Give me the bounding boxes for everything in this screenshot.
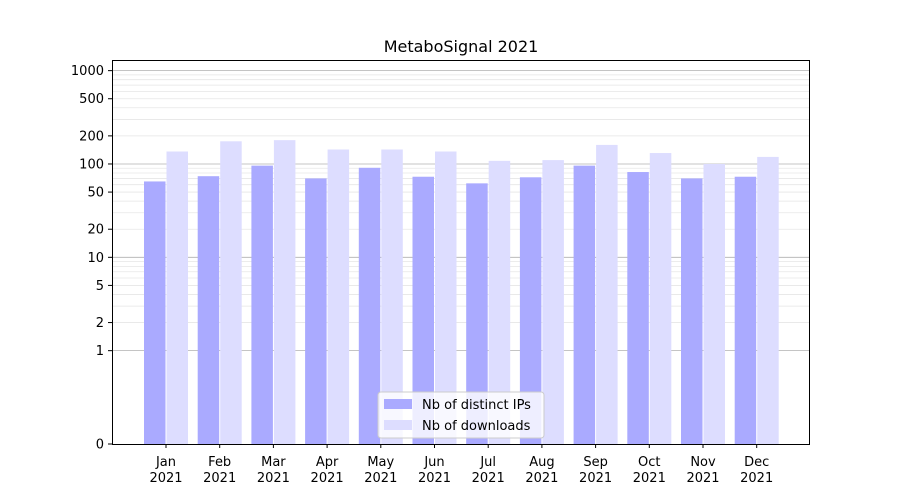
x-tick-label-month: Jul [479,455,496,470]
x-tick-label-year: 2021 [257,471,290,486]
x-tick-label-year: 2021 [472,471,505,486]
legend-label: Nb of downloads [422,419,531,434]
bar-ips [305,178,327,444]
x-tick-label-year: 2021 [364,471,397,486]
x-tick-label-month: Sep [583,455,608,470]
bar-downloads [488,160,511,445]
bar-downloads [757,156,779,445]
x-tick-label-year: 2021 [418,471,451,486]
bar-ips [412,176,434,444]
x-tick-label-year: 2021 [203,471,236,486]
bar-downloads [542,160,564,445]
x-tick-label-year: 2021 [633,471,666,486]
y-tick-label: 10 [87,251,104,266]
legend-swatch [384,420,412,430]
bar-ips [358,167,381,445]
y-tick-label: 500 [79,92,104,107]
legend-label: Nb of distinct IPs [422,398,531,413]
bar-ips [627,172,649,444]
bar-ips [251,165,273,444]
y-tick-label: 50 [87,186,104,201]
y-tick-label: 200 [79,129,104,144]
x-tick-label-month: Aug [529,455,554,470]
x-tick-label-month: Jan [155,455,176,470]
bar-downloads [703,163,725,445]
bar-ips [573,165,596,444]
legend-swatch [384,399,412,409]
bar-downloads [327,149,350,444]
x-tick-label-year: 2021 [149,471,182,486]
x-tick-label-year: 2021 [740,471,773,486]
bar-ips [466,183,488,444]
bar-ips [681,178,703,444]
x-tick-label-month: Dec [744,455,769,470]
y-tick-label: 2 [96,316,104,331]
bar-downloads [596,144,618,444]
x-tick-label-year: 2021 [525,471,558,486]
bar-downloads [166,151,188,444]
bars [144,140,779,445]
bar-downloads [220,141,242,444]
y-tick-label: 1 [96,344,104,359]
bar-downloads [273,140,296,444]
x-tick-label-year: 2021 [579,471,612,486]
x-tick-label-year: 2021 [311,471,344,486]
bar-downloads [649,153,672,445]
x-tick-label-month: Oct [638,455,660,470]
x-tick-label-month: Apr [316,455,339,470]
x-tick-label-month: May [367,455,394,470]
y-tick-label: 5 [96,279,104,294]
y-tick-label: 20 [87,223,104,238]
x-tick-label-month: Jun [423,455,444,470]
x-tick-label-year: 2021 [686,471,719,486]
legend: Nb of distinct IPs Nb of downloads [377,391,545,439]
bar-ips [519,177,542,444]
bar-downloads [381,149,403,444]
y-tick-label: 1000 [71,64,104,79]
y-tick-label: 0 [96,438,104,453]
legend-box [377,391,545,439]
plot-frame [112,60,810,445]
x-tick-label-month: Feb [208,455,231,470]
x-axis: Jan2021Feb2021Mar2021Apr2021May2021Jun20… [149,444,773,486]
y-axis: 0 1 2 5 10 20 50 100 200 500 1000 [71,64,112,453]
x-tick-label-month: Mar [261,455,286,470]
chart-title: MetaboSignal 2021 [384,37,539,56]
x-tick-label-month: Nov [690,455,716,470]
bar-downloads [435,151,457,444]
y-tick-label: 100 [79,157,104,172]
bar-ips [144,181,166,444]
bar-ips [197,176,220,445]
bar-ips [734,176,757,444]
